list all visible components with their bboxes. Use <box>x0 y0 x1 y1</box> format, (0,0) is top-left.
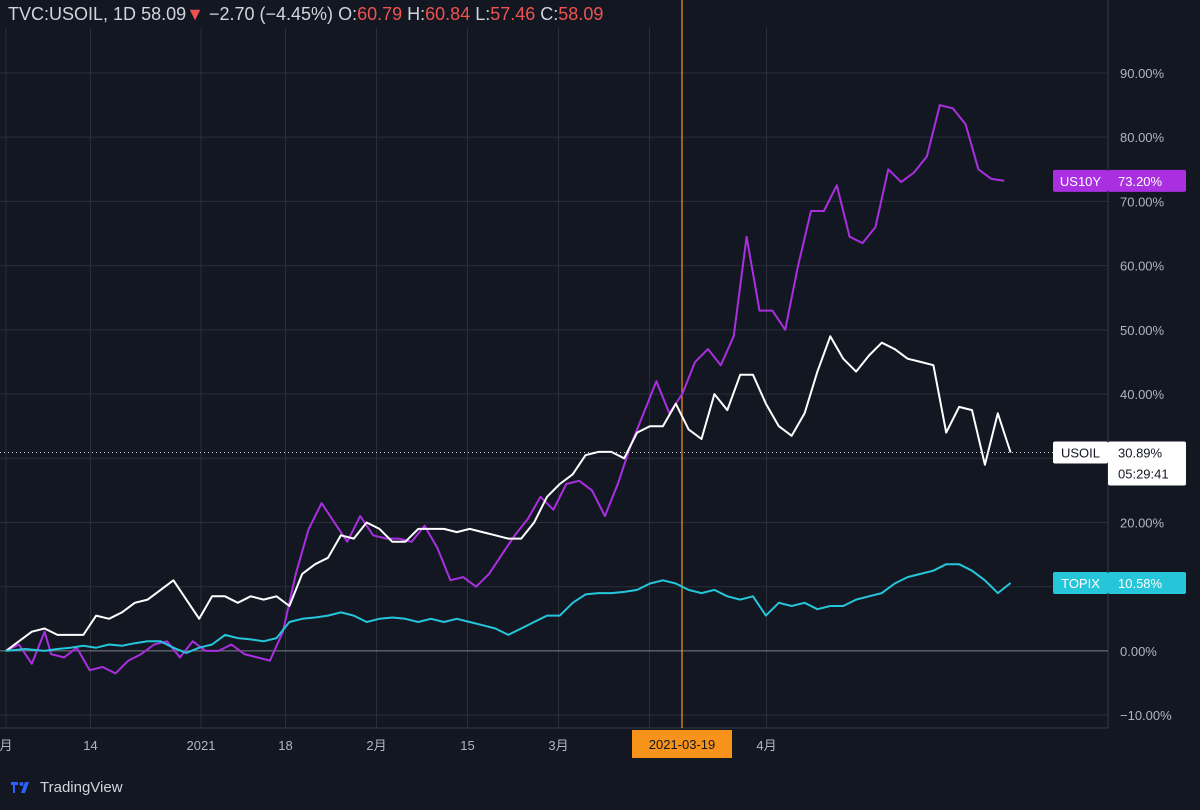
close-value: 58.09 <box>558 4 604 24</box>
price-change: −2.70 (−4.45%) <box>208 4 334 24</box>
last-price: 58.09 <box>141 4 187 24</box>
y-tick-label: 20.00% <box>1120 515 1165 530</box>
interval-label[interactable]: 1D <box>113 4 137 24</box>
series-name-tag[interactable] <box>1053 441 1108 464</box>
series-line-usoil[interactable] <box>5 335 1012 652</box>
series-value-tag <box>1108 441 1186 486</box>
x-tick-label: 2021 <box>187 738 216 753</box>
close-label: C: <box>540 4 559 24</box>
y-tick-label: 80.00% <box>1120 130 1165 145</box>
y-tick-label: 40.00% <box>1120 387 1165 402</box>
x-tick-label: 15 <box>460 738 474 753</box>
series-name-tag-text: USOIL <box>1061 445 1100 460</box>
low-value: 57.46 <box>490 4 536 24</box>
y-tick-label: 70.00% <box>1120 194 1165 209</box>
high-label: H: <box>407 4 426 24</box>
series-value-text: 30.89% <box>1118 445 1163 460</box>
low-label: L: <box>475 4 491 24</box>
series-value-text: 10.58% <box>1118 576 1163 591</box>
crosshair-date-tag <box>632 730 732 758</box>
open-value: 60.79 <box>357 4 403 24</box>
bar-countdown-text: 05:29:41 <box>1118 466 1169 481</box>
series-name-tag[interactable] <box>1053 571 1108 594</box>
y-tick-label: 90.00% <box>1120 66 1165 81</box>
series-value-tag <box>1108 571 1186 594</box>
x-tick-label: 18 <box>278 738 292 753</box>
symbol-name[interactable]: TVC:USOIL <box>8 4 104 24</box>
series-name-tag-text: TOPIX <box>1061 576 1100 591</box>
crosshair-date-text: 2021-03-19 <box>649 737 716 752</box>
y-tick-label: 0.00% <box>1120 644 1157 659</box>
down-arrow-icon: ▼ <box>186 4 204 24</box>
x-tick-label: 月 <box>0 738 13 753</box>
series-value-text: 73.20% <box>1118 174 1163 189</box>
y-tick-label: 60.00% <box>1120 259 1165 274</box>
x-tick-label: 3月 <box>548 738 568 753</box>
brand-name: TradingView <box>40 778 123 796</box>
open-label: O: <box>338 4 358 24</box>
x-tick-label: 14 <box>83 738 97 753</box>
high-value: 60.84 <box>425 4 471 24</box>
x-tick-label: 4月 <box>756 738 776 753</box>
series-name-tag[interactable] <box>1053 169 1108 192</box>
x-tick-label: 2月 <box>366 738 386 753</box>
y-tick-label: 50.00% <box>1120 323 1165 338</box>
series-name-tag-text: US10Y <box>1060 174 1102 189</box>
y-tick-label: −10.00% <box>1120 708 1172 723</box>
brand-logo[interactable]: TradingView <box>10 776 123 798</box>
symbol-header: TVC:USOIL, 1D 58.09▼ −2.70 (−4.45%) O:60… <box>8 4 604 24</box>
series-line-topix[interactable] <box>5 563 1012 654</box>
series-line-us10y[interactable] <box>5 104 1005 675</box>
series-value-tag <box>1108 169 1186 192</box>
tradingview-logo-icon <box>11 782 29 793</box>
